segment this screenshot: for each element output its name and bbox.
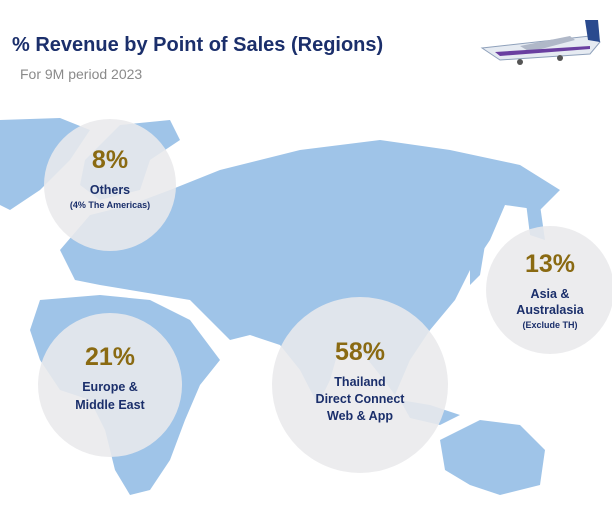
region-label: Middle East <box>75 398 145 412</box>
region-label: Direct Connect <box>316 392 406 406</box>
region-label: Others <box>90 183 130 197</box>
circle <box>38 313 182 457</box>
circle <box>44 119 176 251</box>
region-label: Australasia <box>516 303 584 317</box>
labels: 8% Others (4% The Americas) 21% Europe & Midd… <box>70 146 585 423</box>
airplane <box>480 20 601 65</box>
region-percent: 21% <box>85 343 135 371</box>
region-percent: 8% <box>92 146 128 174</box>
region-percent: 58% <box>335 338 385 366</box>
circles <box>38 119 612 473</box>
subtitle: For 9M period 2023 <box>20 66 143 82</box>
region-label: (4% The Americas) <box>70 200 150 210</box>
region-label: (Exclude TH) <box>522 320 577 330</box>
title: % Revenue by Point of Sales (Regions) <box>12 34 384 56</box>
region-label: Thailand <box>334 375 385 389</box>
circle <box>272 297 448 473</box>
region-label: Web & App <box>327 409 393 423</box>
circle <box>486 226 612 354</box>
region-percent: 13% <box>525 250 575 278</box>
region-label: Asia & <box>531 287 570 301</box>
region-label: Europe & <box>82 380 138 394</box>
